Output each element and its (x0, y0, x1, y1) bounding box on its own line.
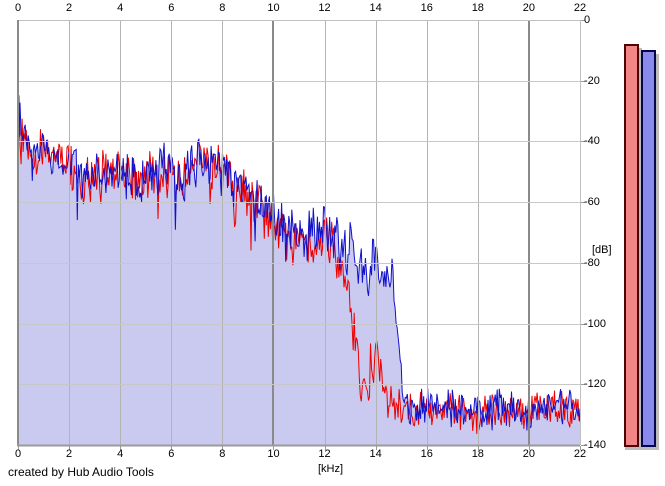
x-axis-tick-label-bottom: 18 (471, 448, 484, 460)
x-axis-tick-label-top: 8 (219, 2, 226, 14)
x-axis-tick-label-bottom: 8 (219, 448, 226, 460)
grid-lines (18, 20, 580, 445)
x-axis-tick-label-top: 20 (522, 2, 536, 14)
x-axis-tick-label-bottom: 14 (369, 448, 382, 460)
credit-text: created by Hub Audio Tools (8, 465, 154, 479)
x-axis-tick-label-top: 22 (573, 2, 587, 14)
x-axis-tick-label-top: 4 (117, 2, 124, 14)
x-axis-tick-label-bottom: 2 (66, 448, 73, 460)
level-meter-blue (641, 50, 656, 447)
spectrum-traces (17, 95, 581, 434)
x-axis-tick-label-top: 6 (168, 2, 175, 14)
y-axis-tick-label: -80 (584, 256, 600, 269)
x-axis-tick-label-top: 12 (318, 2, 331, 14)
y-axis-tick-label: -20 (584, 74, 600, 87)
y-axis-tick-label: -100 (584, 317, 607, 330)
plot-border (17, 20, 581, 447)
y-axis-tick-label: -140 (584, 439, 607, 451)
spectrum-blue-channel-trace (17, 101, 581, 431)
x-axis-tick-label-top: 14 (369, 2, 382, 14)
x-axis-tick-label-bottom: 20 (522, 448, 536, 460)
y-axis-tick-label: 0 (584, 14, 591, 26)
x-axis-tick-label-top: 0 (14, 2, 22, 14)
x-axis-tick-label-top: 2 (66, 2, 73, 14)
y-axis-tick-label: -60 (584, 196, 600, 209)
x-axis-tick-label-bottom: 6 (168, 448, 175, 460)
level-meter-red (624, 44, 639, 447)
x-axis-tick-label-bottom: 4 (117, 448, 124, 460)
x-axis-unit-label: [kHz] (318, 463, 344, 475)
x-axis-tick-label-bottom: 12 (318, 448, 331, 460)
x-axis-tick-label-bottom: 22 (573, 448, 587, 460)
x-axis-tick-label-top: 18 (471, 2, 484, 14)
y-axis-tick-label: -120 (584, 378, 607, 391)
x-axis-tick-label-bottom: 10 (267, 448, 280, 460)
axis-tick-marks (18, 20, 585, 450)
y-axis-unit-label: [dB] (592, 244, 612, 256)
y-axis-tick-label: -40 (584, 135, 600, 148)
x-axis-tick-label-top: 10 (267, 2, 280, 14)
x-axis-tick-label-bottom: 0 (14, 448, 22, 460)
x-axis-tick-label-top: 16 (420, 2, 433, 14)
x-axis-tick-label-bottom: 16 (420, 448, 433, 460)
